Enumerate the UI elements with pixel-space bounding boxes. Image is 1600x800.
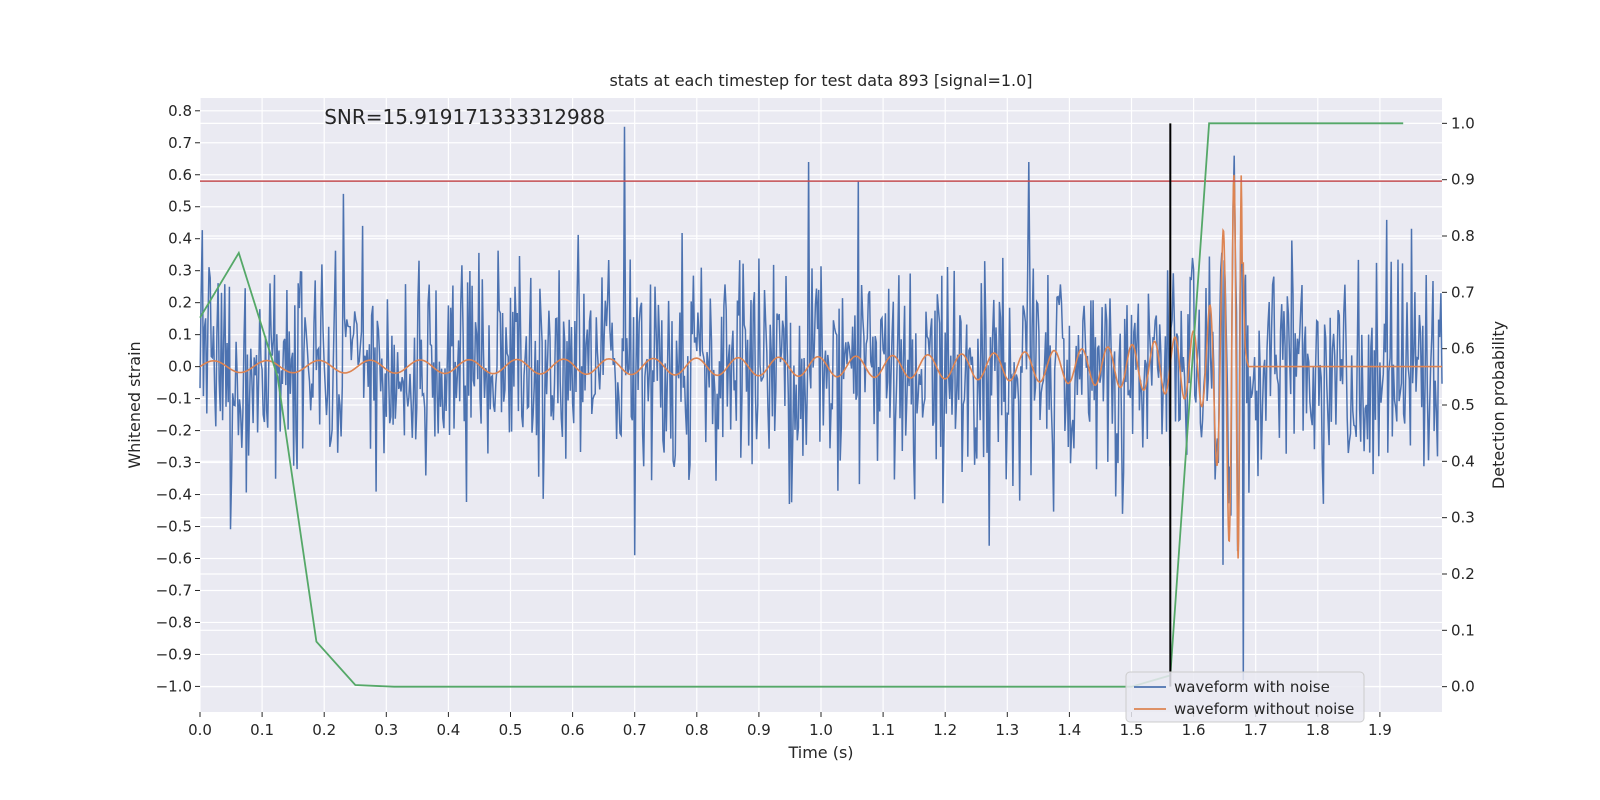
y-tick-label: −0.9: [156, 645, 192, 663]
y-tick-label: −0.6: [156, 550, 192, 568]
y-tick-label: 0.1: [168, 326, 192, 344]
series-clean-line: [199, 174, 1442, 559]
x-axis-label: Time (s): [787, 743, 853, 762]
legend-box: [1125, 671, 1365, 723]
detection-probability-line: [199, 122, 1404, 688]
x-tick-label: 1.1: [871, 721, 895, 739]
y-tick-label: 0.7: [168, 134, 192, 152]
y-tick-label: −0.3: [156, 454, 192, 472]
x-tick-label: 1.2: [933, 721, 957, 739]
y-tick-label: −0.8: [156, 613, 192, 631]
y2-tick-label: 0.4: [1451, 452, 1475, 470]
y-tick-label: 0.4: [168, 230, 192, 248]
y-tick-label: −0.4: [156, 486, 192, 504]
y2-tick-label: 0.1: [1451, 621, 1475, 639]
x-tick-label: 1.6: [1182, 721, 1206, 739]
y-tick-label: 0.8: [168, 102, 192, 120]
series-layer: [199, 122, 1443, 688]
x-tick-label: 1.9: [1368, 721, 1392, 739]
x-tick-label: 0.5: [499, 721, 523, 739]
y-tick-label: 0.3: [168, 262, 192, 280]
x-tick-label: 1.4: [1057, 721, 1081, 739]
y2-tick-label: 0.9: [1451, 171, 1475, 189]
y2-tick-label: 0.6: [1451, 340, 1475, 358]
x-tick-label: 1.7: [1244, 721, 1268, 739]
y2-tick-label: 0.0: [1451, 678, 1475, 696]
y2-tick-label: 0.2: [1451, 565, 1475, 583]
y-tick-label: −0.1: [156, 390, 192, 408]
y-tick-label: −1.0: [156, 677, 192, 695]
y2-tick-label: 0.5: [1451, 396, 1475, 414]
y2-tick-label: 1.0: [1451, 114, 1475, 132]
legend: waveform with noise waveform without noi…: [1125, 671, 1365, 723]
x-tick-label: 0.2: [312, 721, 336, 739]
x-tick-label: 0.6: [561, 721, 585, 739]
x-tick-label: 1.0: [809, 721, 833, 739]
y-tick-label: −0.5: [156, 518, 192, 536]
snr-annotation: SNR=15.919171333312988: [324, 105, 605, 129]
x-tick-label: 0.3: [374, 721, 398, 739]
x-tick-label: 0.8: [685, 721, 709, 739]
chart-title: stats at each timestep for test data 893…: [609, 71, 1032, 90]
legend-label-noisy: waveform with noise: [1174, 678, 1330, 696]
grid-lines: [199, 98, 1442, 712]
y2-tick-label: 0.7: [1451, 283, 1475, 301]
x-tick-label: 1.8: [1306, 721, 1330, 739]
y-tick-label: −0.7: [156, 581, 192, 599]
y-tick-label: 0.0: [168, 358, 192, 376]
x-tick-label: 0.4: [436, 721, 460, 739]
x-tick-label: 1.3: [995, 721, 1019, 739]
y-axis-label: Whitened strain: [125, 341, 144, 468]
x-tick-label: 0.0: [188, 721, 212, 739]
x-tick-label: 0.9: [747, 721, 771, 739]
x-tick-label: 0.7: [623, 721, 647, 739]
x-tick-label: 0.1: [250, 721, 274, 739]
legend-label-clean: waveform without noise: [1174, 700, 1354, 718]
y-tick-label: 0.6: [168, 166, 192, 184]
axes-layer: 0.0 0.1 0.2 0.3 0.4 0.5 0.6 0.7 0.8 0.9 1.0 1.1 1.2 1…: [156, 102, 1475, 739]
y-tick-label: 0.2: [168, 294, 192, 312]
y2-tick-label: 0.3: [1451, 509, 1475, 527]
y2-tick-label: 0.8: [1451, 227, 1475, 245]
y-tick-label: 0.5: [168, 198, 192, 216]
y-tick-label: −0.2: [156, 422, 192, 440]
x-tick-label: 1.5: [1120, 721, 1144, 739]
y2-axis-label: Detection probability: [1489, 321, 1508, 489]
